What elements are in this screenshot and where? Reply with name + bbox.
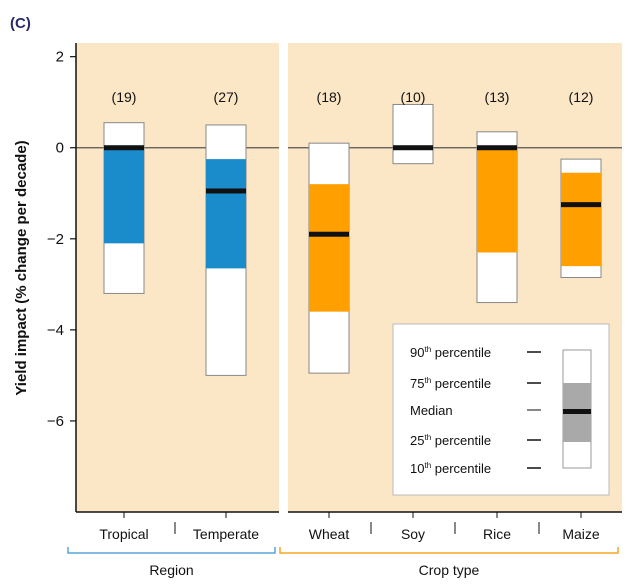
legend-entry-sup: th <box>424 345 431 354</box>
legend-entry-base: 25 <box>410 433 424 448</box>
median-line-tropical <box>104 145 144 151</box>
legend-entry-rest: percentile <box>431 433 491 448</box>
y-tick-label: −2 <box>47 231 64 248</box>
group-bracket-0 <box>67 547 276 554</box>
group-label-1: Crop type <box>419 562 480 578</box>
iqr-box-rice <box>477 147 517 253</box>
category-label-soy: Soy <box>401 526 425 542</box>
legend-entry-base: 90 <box>410 345 424 360</box>
legend-sample-median <box>563 409 591 414</box>
iqr-box-temperate <box>206 159 246 269</box>
y-tick-label: −6 <box>47 413 64 430</box>
legend-entry-base: 75 <box>410 376 424 391</box>
median-line-temperate <box>206 188 246 194</box>
sample-count-soy: (10) <box>401 89 426 105</box>
panel-label: (C) <box>10 15 31 32</box>
legend-entry: Median <box>410 403 453 418</box>
median-line-rice <box>477 145 517 151</box>
sample-count-temperate: (27) <box>214 89 239 105</box>
median-line-wheat <box>309 231 349 237</box>
group-bracket-1 <box>279 547 619 554</box>
category-label-tropical: Tropical <box>99 526 148 542</box>
category-label-wheat: Wheat <box>309 526 350 542</box>
median-line-maize <box>561 202 601 208</box>
category-label-temperate: Temperate <box>193 526 259 542</box>
legend-entry-sup: th <box>424 433 431 442</box>
legend-entry-sup: th <box>424 461 431 470</box>
legend-entry-sup: th <box>424 376 431 385</box>
legend-entry: 25th percentile <box>410 433 491 448</box>
legend-entry-base: Median <box>410 403 453 418</box>
legend-entry: 10th percentile <box>410 461 491 476</box>
y-tick-label: 0 <box>56 140 64 157</box>
group-label-0: Region <box>149 562 193 578</box>
median-line-soy <box>393 145 433 151</box>
y-tick-label: −4 <box>47 322 64 339</box>
y-axis-label: Yield impact (% change per decade) <box>13 140 30 395</box>
sample-count-wheat: (18) <box>317 89 342 105</box>
whisker-box-soy <box>392 103 434 165</box>
iqr-box-maize <box>561 172 601 267</box>
iqr-box-tropical <box>104 147 144 244</box>
legend-entry-base: 10 <box>410 461 424 476</box>
y-tick-label: 2 <box>56 49 64 66</box>
legend-entry-rest: percentile <box>431 461 491 476</box>
legend-entry: 75th percentile <box>410 376 491 391</box>
category-label-rice: Rice <box>483 526 511 542</box>
iqr-box-wheat <box>309 184 349 312</box>
category-label-maize: Maize <box>562 526 600 542</box>
legend-entry: 90th percentile <box>410 345 491 360</box>
sample-count-tropical: (19) <box>112 89 137 105</box>
legend-entry-rest: percentile <box>431 345 491 360</box>
legend-entry-rest: percentile <box>431 376 491 391</box>
sample-count-rice: (13) <box>485 89 510 105</box>
sample-count-maize: (12) <box>569 89 594 105</box>
